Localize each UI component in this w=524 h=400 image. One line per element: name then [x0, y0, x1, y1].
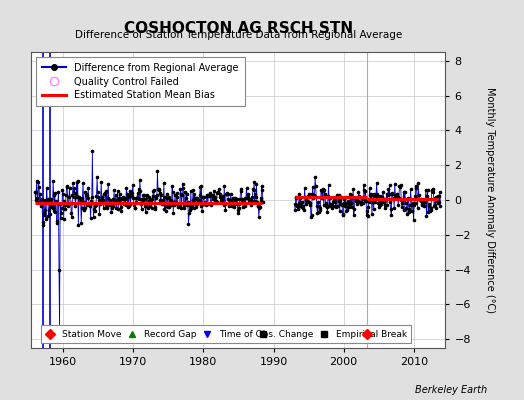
Text: Berkeley Earth: Berkeley Earth [415, 385, 487, 395]
Title: COSHOCTON AG RSCH STN: COSHOCTON AG RSCH STN [124, 20, 353, 36]
Text: Difference of Station Temperature Data from Regional Average: Difference of Station Temperature Data f… [75, 30, 402, 40]
Legend: Station Move, Record Gap, Time of Obs. Change, Empirical Break: Station Move, Record Gap, Time of Obs. C… [41, 326, 411, 344]
Y-axis label: Monthly Temperature Anomaly Difference (°C): Monthly Temperature Anomaly Difference (… [485, 87, 495, 313]
